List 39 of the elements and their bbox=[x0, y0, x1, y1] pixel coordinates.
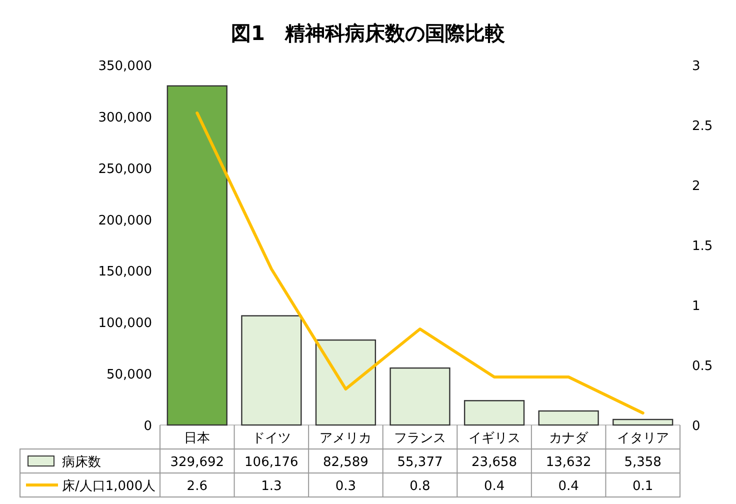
data-label: 0.4 bbox=[558, 479, 579, 494]
y-tick-label: 200,000 bbox=[98, 213, 152, 228]
x-tick-label: アメリカ bbox=[320, 431, 372, 446]
data-label: 2.6 bbox=[186, 479, 208, 494]
x-tick-label: ドイツ bbox=[252, 431, 291, 446]
legend-label: 床/人口1,000人 bbox=[62, 479, 156, 494]
y2-tick-label: 0.5 bbox=[692, 359, 713, 374]
data-label: 0.8 bbox=[410, 479, 430, 494]
data-label: 0.1 bbox=[632, 479, 654, 494]
y2-tick-label: 2 bbox=[692, 179, 700, 194]
y-tick-label: 350,000 bbox=[98, 59, 152, 74]
y2-tick-label: 1.5 bbox=[692, 239, 713, 254]
data-label: 106,176 bbox=[244, 455, 298, 470]
x-tick-label: フランス bbox=[394, 431, 446, 446]
data-label: 23,658 bbox=[472, 455, 518, 470]
y-tick-label: 100,000 bbox=[98, 316, 152, 332]
legend-label: 病床数 bbox=[62, 455, 101, 470]
data-label: 0.4 bbox=[484, 479, 505, 494]
data-label: 1.3 bbox=[261, 479, 282, 494]
y-tick-label: 0 bbox=[144, 419, 152, 434]
data-label: 82,589 bbox=[322, 455, 368, 470]
y-tick-label: 300,000 bbox=[98, 110, 152, 126]
data-label: 0.3 bbox=[335, 479, 356, 494]
x-tick-label: イタリア bbox=[616, 431, 669, 446]
y-tick-label: 150,000 bbox=[98, 264, 152, 280]
data-label: 13,632 bbox=[546, 455, 592, 470]
title: 図1 精神科病床数の国際比較 bbox=[231, 21, 505, 45]
y2-tick-label: 2.5 bbox=[692, 119, 713, 134]
data-label: 5,358 bbox=[624, 455, 662, 470]
y2-tick-label: 1 bbox=[692, 299, 700, 314]
y-tick-label: 50,000 bbox=[106, 368, 152, 383]
x-tick-label: カナダ bbox=[549, 431, 590, 446]
y-tick-label: 250,000 bbox=[98, 162, 152, 177]
x-tick-label: イギリス bbox=[468, 431, 520, 446]
y2-tick-label: 0 bbox=[692, 419, 700, 434]
y2-tick-label: 3 bbox=[692, 59, 700, 74]
data-label: 329,692 bbox=[170, 455, 224, 470]
data-label: 55,377 bbox=[397, 455, 443, 470]
x-tick-label: 日本 bbox=[184, 431, 210, 446]
